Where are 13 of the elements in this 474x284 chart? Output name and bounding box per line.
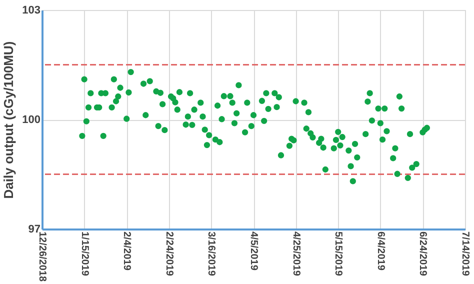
x-tick-label: 1/15/2019 (78, 232, 90, 276)
y-axis-title: Daily output (cGy/100MU) (1, 41, 16, 199)
x-tick-label: 7/14/2019 (460, 232, 470, 276)
x-tick-label: 2/24/2019 (163, 232, 174, 276)
x-tick-label: 4/25/2019 (290, 232, 302, 276)
x-tick-label: 6/24/2019 (417, 232, 428, 276)
x-tick-label: 4/5/2019 (248, 232, 259, 271)
x-tick-label: 2/4/2019 (121, 232, 132, 271)
y-tick-label: 100 (22, 114, 40, 126)
x-tick-label: 5/15/2019 (332, 232, 344, 276)
x-tick-label: 3/16/2019 (206, 232, 217, 276)
x-tick-label: 6/4/2019 (374, 232, 386, 271)
y-tick-label: 103 (22, 4, 40, 16)
